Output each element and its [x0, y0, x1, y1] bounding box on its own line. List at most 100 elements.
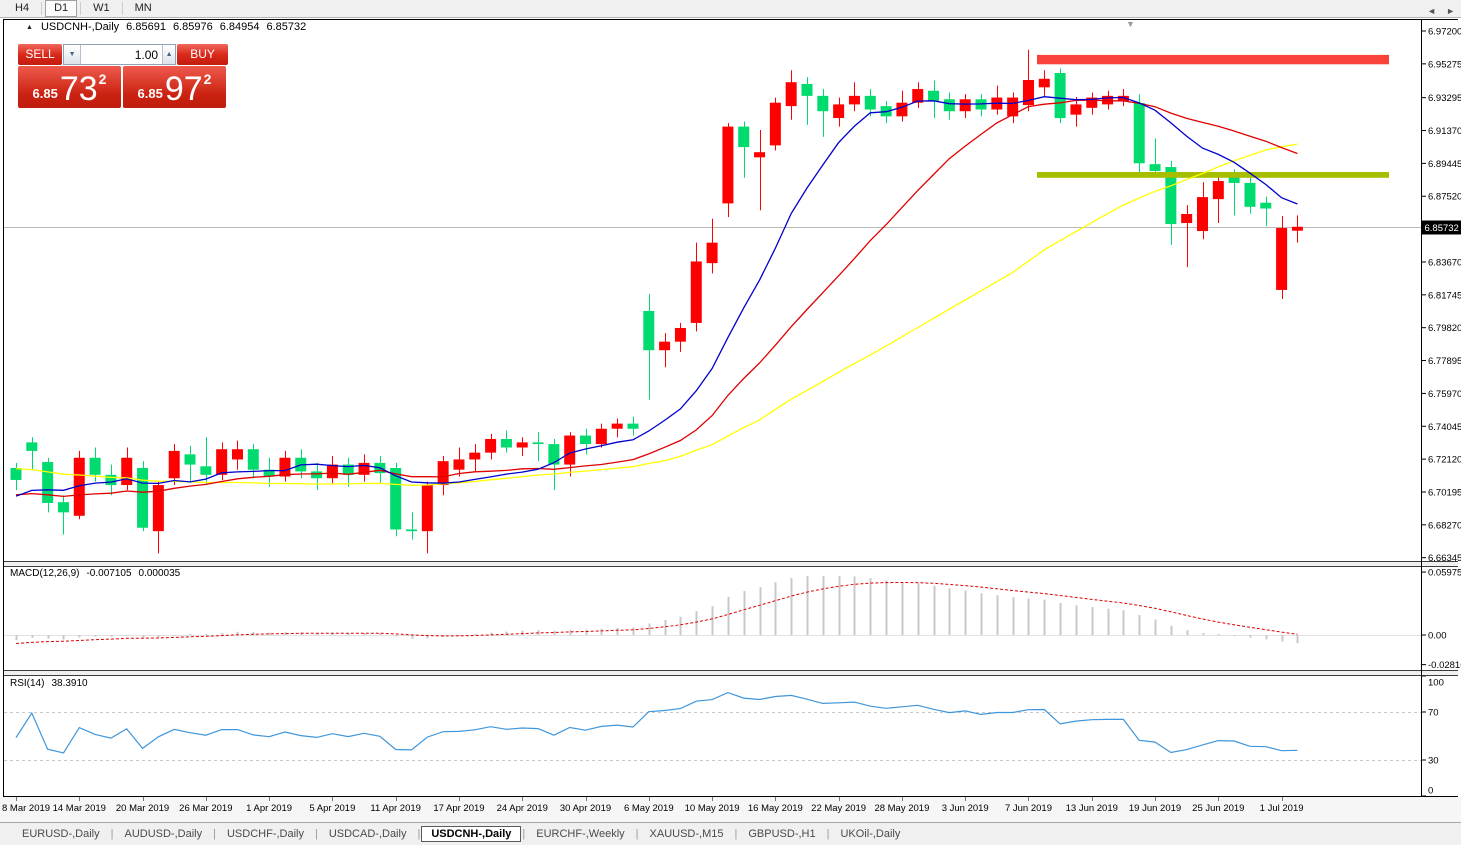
- candlestick: [848, 95, 860, 105]
- price-axis-label: 6.95275: [1428, 59, 1461, 70]
- rsi-name: RSI(14): [10, 678, 45, 689]
- candlestick: [1086, 97, 1098, 108]
- candlestick: [1291, 226, 1303, 231]
- buy-button[interactable]: BUY: [177, 44, 228, 65]
- chart-shift-marker-icon[interactable]: ▼: [1126, 19, 1135, 29]
- symbol-period-label: USDCNH-,Daily: [40, 21, 120, 33]
- timeframe-d1-button[interactable]: D1: [45, 0, 78, 17]
- candlestick: [928, 90, 940, 101]
- rsi-axis-label: 70: [1428, 708, 1439, 719]
- support-zone[interactable]: [1037, 171, 1389, 178]
- candlestick: [785, 82, 797, 107]
- tab-usdcad-daily[interactable]: USDCAD-,Daily: [328, 828, 407, 840]
- panel-divider[interactable]: [3, 561, 1459, 567]
- candlestick: [1117, 95, 1129, 101]
- tab-ukoil-daily[interactable]: UKOil-,Daily: [840, 828, 901, 840]
- candlestick: [516, 442, 528, 448]
- sell-price-prefix: 6.85: [32, 86, 58, 101]
- tab-separator: |: [734, 828, 738, 840]
- candlestick: [279, 457, 291, 477]
- toolbar-separator: [121, 2, 123, 15]
- up-arrow-icon: ▲: [165, 51, 173, 58]
- candlestick: [342, 464, 354, 475]
- sell-button[interactable]: SELL: [18, 44, 63, 65]
- candlestick: [57, 502, 69, 513]
- volume-decrease-button[interactable]: ▼: [64, 45, 82, 64]
- toolbar-separator: [80, 2, 82, 15]
- tab-gbpusd-h1[interactable]: GBPUSD-,H1: [748, 828, 816, 840]
- candlestick: [263, 469, 275, 477]
- candlestick: [231, 449, 243, 460]
- macd-histogram: [15, 575, 1299, 644]
- price-axis-label: 6.66345: [1428, 553, 1461, 564]
- price-axis-label: 6.97200: [1428, 27, 1461, 38]
- candlestick: [390, 467, 402, 530]
- tab-separator: |: [826, 828, 830, 840]
- date-axis-label: 14 Mar 2019: [53, 803, 106, 814]
- candlestick: [659, 341, 671, 351]
- price-axis-label: 6.81745: [1428, 290, 1461, 301]
- tab-scroll-left-icon[interactable]: ◄: [1427, 6, 1437, 16]
- date-axis-label: 20 Mar 2019: [116, 803, 169, 814]
- resistance-zone[interactable]: [1037, 54, 1389, 65]
- candlestick: [73, 457, 85, 516]
- buy-price-pips: 97: [164, 70, 203, 108]
- toolbar-separator: [41, 2, 43, 15]
- timeframe-h4-button[interactable]: H4: [15, 2, 30, 14]
- sell-price-display[interactable]: 6.85 73 2: [18, 66, 121, 108]
- candlestick: [247, 449, 259, 470]
- candlestick: [1133, 103, 1145, 164]
- tab-audusd-daily[interactable]: AUDUSD-,Daily: [124, 828, 203, 840]
- candlestick: [469, 452, 481, 460]
- candlestick: [105, 474, 117, 486]
- candlestick: [216, 449, 228, 475]
- candlestick: [864, 95, 876, 110]
- timeframe-mn-button[interactable]: MN: [134, 2, 152, 14]
- candlestick: [311, 471, 323, 479]
- buy-price-display[interactable]: 6.85 97 2: [123, 66, 226, 108]
- tab-usdcnh-daily[interactable]: USDCNH-,Daily: [421, 826, 522, 842]
- macd-signal-value: 0.000035: [138, 568, 181, 579]
- volume-input[interactable]: [81, 45, 163, 64]
- candlestick: [532, 442, 544, 445]
- candlestick: [1228, 176, 1240, 183]
- macd-axis-label: -0.02816: [1428, 660, 1461, 671]
- candlestick: [912, 89, 924, 103]
- ohlc-close: 6.85732: [266, 21, 307, 33]
- price-axis-label: 6.70195: [1428, 487, 1461, 498]
- timeframe-w1-button[interactable]: W1: [93, 2, 110, 14]
- ma-mid-line: [15, 99, 1298, 498]
- candlestick: [1149, 164, 1161, 171]
- candlestick: [595, 428, 607, 445]
- candlestick: [421, 485, 433, 532]
- candlestick: [1007, 97, 1019, 117]
- date-axis-label: 8 Mar 2019: [2, 803, 50, 814]
- date-axis-label: 26 Mar 2019: [179, 803, 232, 814]
- tab-eurusd-daily[interactable]: EURUSD-,Daily: [22, 828, 100, 840]
- tab-xauusd-m15[interactable]: XAUUSD-,M15: [649, 828, 724, 840]
- candlestick: [706, 242, 718, 264]
- collapse-panel-icon[interactable]: ▲: [26, 23, 33, 31]
- price-axis-label: 6.68270: [1428, 520, 1461, 531]
- candlestick: [1244, 182, 1256, 207]
- candlestick: [769, 102, 781, 146]
- candlestick: [200, 466, 212, 475]
- date-axis-label: 17 Apr 2019: [433, 803, 484, 814]
- candlestick: [548, 444, 560, 465]
- candlestick: [406, 529, 417, 532]
- candlestick: [1102, 95, 1114, 105]
- candlestick: [42, 462, 54, 503]
- tab-scroll-right-icon[interactable]: ►: [1446, 6, 1455, 16]
- volume-increase-button[interactable]: ▲: [162, 45, 176, 64]
- candlestick: [1260, 202, 1272, 209]
- candlestick: [1070, 104, 1082, 115]
- tab-eurchf-weekly[interactable]: EURCHF-,Weekly: [536, 828, 625, 840]
- candlestick: [121, 457, 133, 486]
- tab-separator: |: [110, 828, 114, 840]
- panel-divider[interactable]: [3, 670, 1459, 676]
- candlestick: [26, 442, 38, 451]
- tab-usdchf-daily[interactable]: USDCHF-,Daily: [226, 828, 304, 840]
- candlestick: [1022, 79, 1034, 106]
- candlestick: [326, 464, 338, 479]
